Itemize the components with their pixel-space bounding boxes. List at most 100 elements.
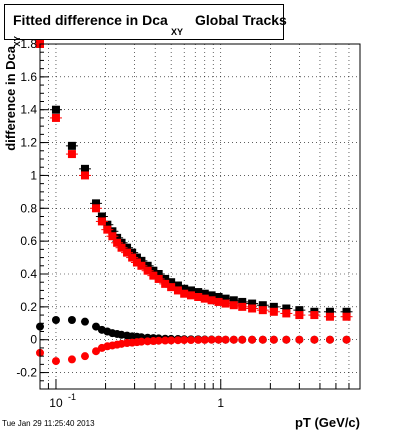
data-point-circle [143,337,152,346]
data-point-square [97,212,106,221]
data-point-square [207,291,216,300]
data-point-square [207,296,216,305]
data-point-square [132,258,141,267]
data-point-square [282,304,291,313]
data-point-circle [51,357,60,366]
y-tick-label: 0 [30,333,37,347]
data-point-square [143,261,152,270]
data-point-square [80,171,89,180]
y-tick-label: 0.8 [20,201,37,215]
timestamp: Tue Jan 29 11:25:40 2013 [2,419,95,428]
data-point-circle [194,335,203,344]
data-point-square [154,274,163,283]
data-point-square [342,312,351,321]
data-point-circle [173,336,182,345]
data-point-square [154,270,163,278]
data-point-circle [310,335,319,344]
data-point-square [269,302,278,311]
data-point-square [214,293,223,301]
data-point-square [295,306,304,315]
y-tick-label: 1.8 [20,37,37,51]
data-point-square [221,294,230,303]
data-point-square [187,291,196,300]
data-point-square [123,248,132,257]
data-point-square [269,307,278,316]
data-point-square [221,299,230,308]
data-marks [34,40,353,366]
data-point-square [67,141,76,150]
data-point-square [258,306,267,315]
data-point-circle [67,355,76,364]
data-point-square [229,296,238,305]
data-point-square [342,307,351,316]
data-point-square [149,271,158,280]
x-axis-label: pT (GeV/c) [295,415,360,430]
data-point-square [128,253,137,262]
data-point-square [103,220,112,229]
data-point-square [214,297,223,306]
data-point-circle [161,336,170,345]
y-tick-label: 0.2 [20,300,37,314]
data-point-square [113,233,122,242]
data-point-square [180,284,189,293]
data-point-square [161,274,170,283]
data-point-circle [92,322,101,331]
data-point-circle [238,335,247,344]
data-point-square [161,279,170,288]
data-point-square [117,243,126,252]
y-tick-label: 1 [30,168,37,182]
data-point-square [113,238,122,247]
data-point-circle [221,335,230,344]
data-point-circle [282,335,291,344]
x-tick-label: 1 [217,396,224,410]
data-point-square [51,105,60,114]
data-point-square [310,311,319,320]
y-axis-label: difference in Dca [3,45,18,151]
data-point-square [173,286,182,295]
data-point-square [282,309,291,318]
y-tick-label: 1.6 [20,70,37,84]
data-point-square [51,113,60,122]
data-point-square [167,278,176,287]
data-point-square [67,150,76,159]
data-point-circle [295,335,304,344]
data-point-circle [167,336,176,345]
data-point-circle [269,335,278,344]
axes: -0.2 0 0.2 0.4 0.6 0.8 1 1.2 1.4 1.6 1.8 10 -1 1 pT (G… [3,35,361,430]
y-tick-label: -0.2 [16,366,37,380]
x-tick-label: 10 [49,396,63,410]
data-point-square [238,297,247,306]
data-point-circle [187,336,196,345]
data-point-square [200,289,209,298]
data-point-square [258,301,267,310]
data-point-circle [200,335,209,344]
data-point-square [180,289,189,298]
chart-title-box: Fitted difference in Dca XY Global Track… [4,4,287,40]
data-point-circle [207,335,216,344]
data-point-square [103,225,112,234]
y-axis-label-subscript: XY [13,35,22,46]
data-point-square [325,312,334,321]
data-point-square [80,164,89,173]
data-point-circle [51,316,60,324]
y-tick-label: 0.4 [20,267,37,281]
x-tick-label-exponent: -1 [68,392,76,402]
data-point-square [194,288,203,297]
data-point-circle [342,335,351,344]
data-point-square [143,266,152,275]
data-point-circle [325,335,334,344]
y-tick-label: 1.2 [20,136,37,150]
data-point-circle [214,335,223,344]
data-point-circle [258,335,267,344]
data-point-square [108,227,117,236]
chart-title-tail: Global Tracks [195,12,287,28]
chart-title: Fitted difference in Dca [13,12,168,28]
data-point-square [187,286,196,295]
data-point-square [167,283,176,292]
data-point-circle [92,347,101,356]
data-point-square [97,217,106,226]
data-point-circle [67,316,76,324]
data-point-square [248,299,257,308]
data-point-square [173,281,182,290]
